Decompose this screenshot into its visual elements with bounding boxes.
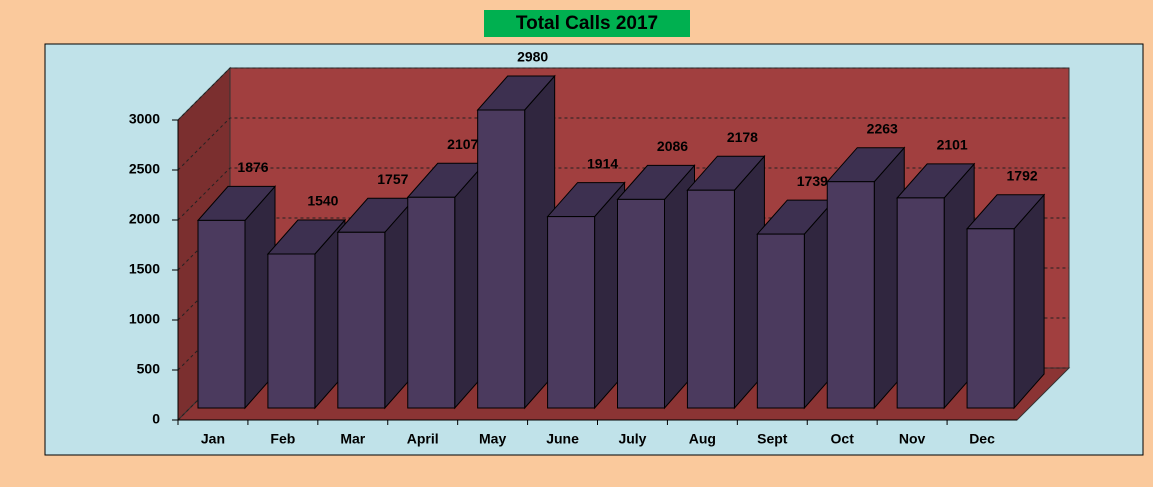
x-tick-label: July (618, 431, 646, 447)
value-label: 2980 (517, 49, 548, 65)
bar-side (1013, 193, 1045, 410)
x-tick-label: Mar (340, 431, 365, 447)
value-label: 2086 (657, 138, 688, 154)
bar (966, 228, 1015, 409)
value-label: 1792 (1007, 168, 1038, 184)
bar (267, 253, 316, 409)
grid-line (177, 67, 1069, 121)
x-tick-label: Dec (969, 431, 995, 447)
grid-line (177, 117, 1069, 171)
y-tick-label: 1000 (129, 311, 160, 327)
bar (407, 196, 456, 409)
x-tick-label: April (407, 431, 439, 447)
title-box (484, 10, 690, 37)
bar (617, 198, 665, 409)
y-tick-label: 1500 (129, 261, 160, 277)
x-tick-label: June (546, 431, 579, 447)
y-tick-label: 2500 (129, 161, 160, 177)
y-tick-label: 3000 (129, 111, 160, 127)
bar (896, 197, 945, 409)
chart-title: Total Calls 2017 (516, 13, 658, 34)
bar (826, 181, 875, 409)
value-label: 1739 (797, 173, 828, 189)
x-tick-label: Oct (831, 431, 855, 447)
value-label: 1914 (587, 155, 618, 171)
grid-line (177, 167, 1069, 221)
value-label: 2263 (867, 120, 898, 136)
value-label: 1757 (377, 171, 408, 187)
value-label: 1540 (307, 193, 338, 209)
value-label: 2101 (937, 137, 968, 153)
value-label: 2107 (447, 136, 478, 152)
x-tick-label: Sept (757, 431, 788, 447)
x-tick-label: Aug (689, 431, 716, 447)
x-tick-label: Nov (899, 431, 926, 447)
x-tick-label: Jan (201, 431, 225, 447)
bar (547, 216, 596, 409)
bar (477, 109, 526, 409)
x-tick-label: May (479, 431, 506, 447)
bar (197, 219, 246, 409)
y-tick-label: 0 (152, 411, 160, 427)
bar (686, 189, 735, 409)
bar (756, 233, 805, 409)
bar (337, 231, 386, 409)
value-label: 1876 (237, 159, 268, 175)
y-tick-label: 2000 (129, 211, 160, 227)
x-tick-label: Feb (270, 431, 295, 447)
y-tick-label: 500 (137, 361, 161, 377)
value-label: 2178 (727, 129, 758, 145)
